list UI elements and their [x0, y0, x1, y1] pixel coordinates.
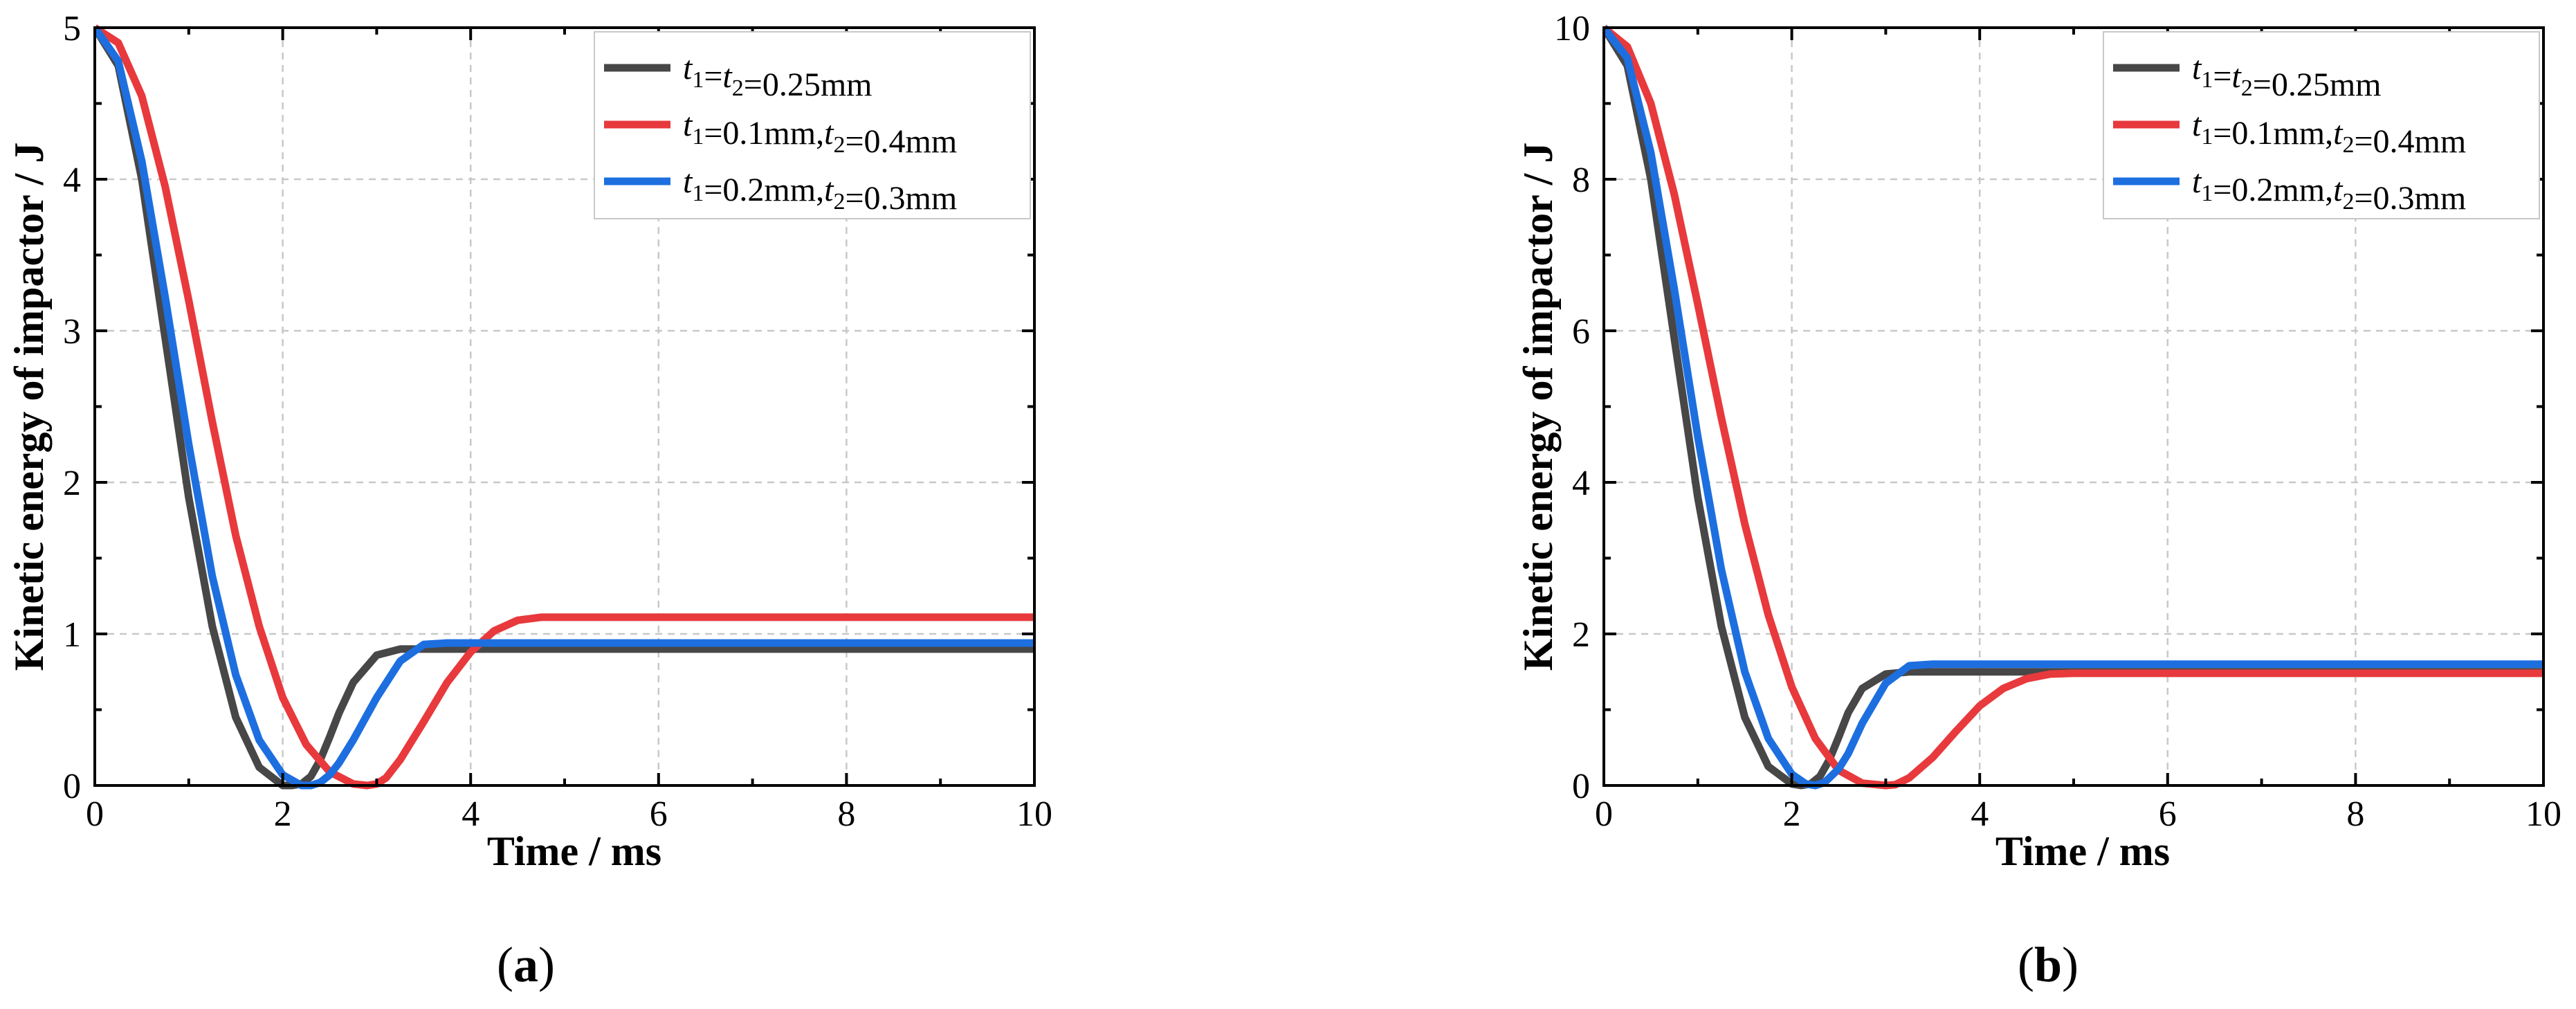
y-axis-title: Kinetic energy of impactor / J	[1515, 143, 1561, 671]
legend-label-3: t1=0.2mm,t2=0.3mm	[2192, 163, 2466, 217]
series-line-3	[1604, 25, 2543, 790]
legend-label-2: t1=0.1mm,t2=0.4mm	[2192, 107, 2466, 160]
x-tick-label: 6	[650, 794, 668, 834]
y-tick-label: 3	[63, 312, 81, 352]
panel-label: (a)	[497, 937, 555, 992]
chart-panel-b: 0 2 4 6 8 10 0 2 4 6 8 10 Time / ms Kinetic energy of…	[1515, 9, 2561, 992]
legend-label-1: t1=t2=0.25mm	[683, 50, 873, 103]
x-tick-label: 10	[1016, 794, 1052, 834]
y-tick-label: 0	[1572, 767, 1590, 806]
y-tick-label: 4	[63, 161, 81, 200]
x-tick-label: 2	[1783, 794, 1801, 834]
x-tick-label: 2	[274, 794, 292, 834]
x-tick-label: 0	[1595, 794, 1613, 834]
y-tick-label: 0	[63, 767, 81, 806]
x-tick-label: 4	[1971, 794, 1989, 834]
legend-label-2: t1=0.1mm,t2=0.4mm	[683, 107, 957, 160]
legend: t1=t2=0.25mmt1=0.1mm,t2=0.4mmt1=0.2mm,t2…	[2103, 31, 2540, 219]
y-tick-label: 10	[1554, 9, 1590, 48]
panel-label: (b)	[2018, 937, 2079, 992]
series-line-1	[1604, 26, 2543, 790]
x-tick-label: 10	[2525, 794, 2561, 834]
x-tick-label: 8	[837, 794, 855, 834]
y-tick-label: 5	[63, 9, 81, 48]
x-tick-label: 4	[462, 794, 479, 834]
y-tick-label: 2	[63, 464, 81, 503]
y-tick-label: 6	[1572, 312, 1590, 352]
x-axis-title: Time / ms	[1995, 828, 2170, 874]
x-tick-label: 8	[2346, 794, 2364, 834]
series-line-3	[95, 25, 1034, 790]
y-tick-label: 4	[1572, 464, 1590, 503]
chart-panel-a: 0 2 4 6 8 10 0 1 2 3 4 5 Time / ms Kinetic energy of …	[6, 9, 1052, 992]
y-axis-title: Kinetic energy of impactor / J	[6, 143, 52, 671]
x-axis-title: Time / ms	[487, 828, 661, 874]
legend: t1=t2=0.25mmt1=0.1mm,t2=0.4mmt1=0.2mm,t2…	[594, 31, 1031, 219]
x-tick-label: 6	[2159, 794, 2177, 834]
series-line-1	[95, 26, 1034, 790]
y-tick-label: 2	[1572, 615, 1590, 655]
legend-label-3: t1=0.2mm,t2=0.3mm	[683, 163, 957, 217]
y-tick-label: 1	[63, 615, 81, 655]
x-tick-label: 0	[86, 794, 104, 834]
legend-label-1: t1=t2=0.25mm	[2192, 50, 2382, 103]
y-tick-label: 8	[1572, 161, 1590, 200]
